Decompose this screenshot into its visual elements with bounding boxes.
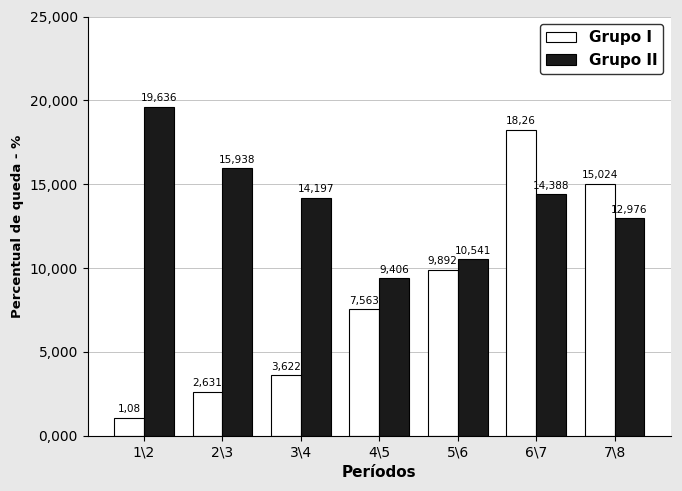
Text: 14,197: 14,197 [297, 184, 334, 194]
Bar [222, 168, 252, 436]
Text: 15,024: 15,024 [582, 170, 618, 181]
Text: 18,26: 18,26 [506, 116, 536, 126]
Bar [192, 391, 222, 436]
Text: 12,976: 12,976 [611, 205, 648, 215]
Text: 15,938: 15,938 [219, 155, 256, 165]
X-axis label: Períodos: Períodos [342, 465, 417, 480]
Text: 10,541: 10,541 [454, 246, 491, 256]
Bar [584, 184, 614, 436]
Bar [428, 270, 458, 436]
Bar [349, 309, 379, 436]
Text: 3,622: 3,622 [271, 361, 301, 372]
Bar [144, 107, 174, 436]
Bar [506, 130, 536, 436]
Text: 14,388: 14,388 [533, 181, 569, 191]
Text: 7,563: 7,563 [349, 296, 379, 305]
Bar [458, 259, 488, 436]
Legend: Grupo I, Grupo II: Grupo I, Grupo II [539, 24, 664, 74]
Y-axis label: Percentual de queda - %: Percentual de queda - % [11, 135, 24, 318]
Text: 9,406: 9,406 [379, 265, 409, 274]
Bar [379, 278, 409, 436]
Text: 2,631: 2,631 [192, 378, 222, 388]
Bar [114, 417, 144, 436]
Bar [301, 198, 331, 436]
Bar [536, 194, 566, 436]
Text: 19,636: 19,636 [140, 93, 177, 103]
Text: 9,892: 9,892 [428, 256, 458, 267]
Bar [271, 375, 301, 436]
Text: 1,08: 1,08 [117, 404, 140, 414]
Bar [614, 218, 644, 436]
